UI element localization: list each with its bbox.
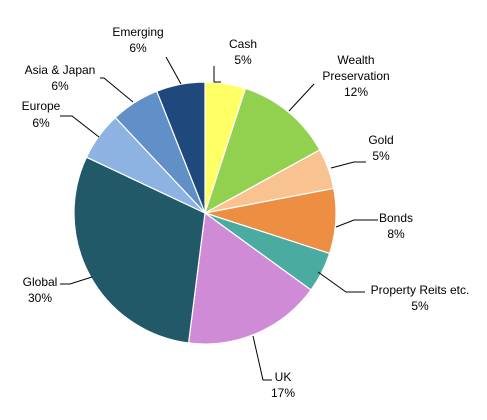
data-label: Bonds 8% [379,211,413,241]
data-label: UK 17% [271,370,295,400]
data-label: Cash 5% [229,37,257,67]
slice-label-value: 5% [411,299,429,313]
data-label: Europe 6% [22,99,61,130]
slice-label-name: Gold [368,133,393,147]
data-label: Emerging 6% [112,25,163,55]
slice-label-value: 6% [129,41,147,55]
slice-label-name: Bonds [379,211,413,225]
slices-layer [73,81,337,345]
data-label: Asia & Japan 6% [25,63,96,93]
slice-label-value: 12% [344,85,368,99]
pie-slice-emerging [156,81,206,214]
leader-line [60,115,100,138]
data-label: Wealth Preservation 12% [322,53,389,99]
slice-label-name: Global [23,275,58,289]
slice-label-value: 6% [51,79,69,93]
leader-line [213,66,221,83]
leader-line [252,335,272,381]
slice-label-name: Preservation [322,69,389,83]
slice-label-name: Europe [22,99,61,113]
pie-slice-global [73,156,206,344]
slice-label-value: 17% [271,386,295,400]
data-label: Gold 5% [368,133,393,163]
leader-line [317,271,365,293]
leader-lines-layer [60,56,378,381]
pie-slice-wealth-preservation [203,87,321,215]
leader-line [60,276,93,285]
pie-slice-uk [187,211,312,345]
labels-layer: Cash 5% Wealth Preservation 12% Gold 5% Bonds 8%… [22,25,470,400]
slice-label-value: 30% [28,291,52,305]
slice-label-value: 8% [387,227,405,241]
slice-label-name: Property Reits etc. [371,283,470,297]
leader-line [288,83,315,112]
slice-label-name: Cash [229,37,257,51]
data-label: Global 30% [23,275,58,305]
slice-label-name: Emerging [112,25,163,39]
slice-label-value: 5% [372,149,390,163]
leader-line [335,219,378,228]
slice-label-name: Asia & Japan [25,63,96,77]
leader-line [330,161,366,169]
leader-line [100,77,134,103]
data-label: Property Reits etc. 5% [371,283,470,313]
slice-label-value: 5% [234,53,252,67]
slice-label-name: Wealth [337,53,374,67]
slice-label-value: 6% [32,116,50,130]
slice-label-name: UK [275,370,292,384]
leader-line [165,56,182,85]
